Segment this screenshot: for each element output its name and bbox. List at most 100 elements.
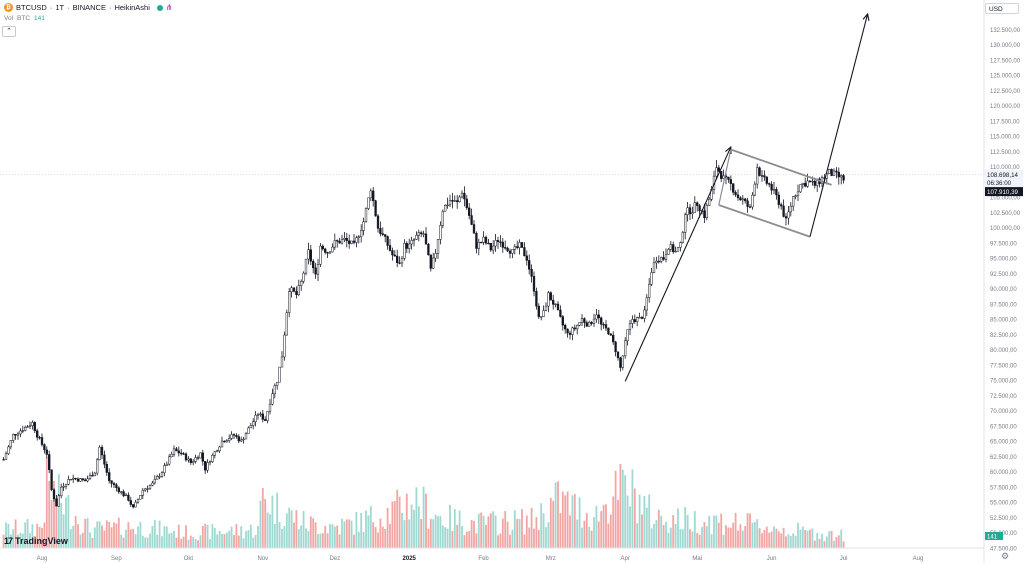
volume-bar — [525, 515, 528, 548]
volume-bar — [139, 521, 142, 548]
volume-bar — [127, 522, 130, 548]
symbol-name[interactable]: BTCUSD — [16, 3, 47, 12]
candle-body — [734, 192, 737, 196]
volume-bar — [156, 534, 159, 548]
candle-body — [103, 454, 106, 465]
volume-bar — [739, 524, 742, 548]
volume-bar — [120, 534, 123, 548]
volume-bar — [218, 530, 221, 548]
volume-bar — [384, 529, 387, 548]
volume-bar — [103, 530, 106, 548]
volume-bar — [600, 511, 603, 548]
volume-bar — [650, 528, 653, 548]
candle-body — [43, 444, 46, 451]
candle-body — [48, 454, 51, 471]
collapse-legend-button[interactable]: ⌃ — [2, 26, 16, 37]
candle-body — [446, 204, 449, 206]
volume-bar — [480, 512, 483, 548]
candle-body — [184, 453, 188, 461]
volume-bar — [185, 525, 187, 548]
candle-body — [50, 469, 53, 491]
volume-bar — [163, 526, 166, 548]
candle-body — [681, 232, 684, 243]
volume-bar — [345, 519, 348, 548]
volume-bar — [314, 522, 317, 548]
y-tick-label: 55.000,00 — [990, 501, 1017, 507]
candle-body — [686, 207, 689, 215]
candle-body — [765, 176, 768, 184]
volume-tag-label: 141 — [987, 535, 998, 541]
volume-bars — [2, 457, 845, 548]
y-tick-label: 62.500,00 — [990, 455, 1017, 461]
candle-body — [420, 232, 423, 235]
volume-bar — [420, 519, 423, 548]
volume-bar — [537, 529, 540, 548]
candle-body — [84, 479, 87, 482]
y-tick-label: 130.000,00 — [990, 43, 1021, 49]
candle-body — [703, 210, 706, 218]
candle-body — [312, 260, 315, 269]
candle-body — [62, 486, 65, 488]
x-tick-label: Jul — [840, 556, 848, 562]
candle-body — [496, 240, 500, 242]
volume-bar — [369, 505, 372, 548]
volume-bar — [297, 529, 300, 548]
candle-body — [57, 495, 60, 507]
volume-bar — [41, 528, 43, 548]
candle-body — [316, 264, 320, 275]
volume-bar — [233, 535, 235, 548]
volume-bar — [398, 496, 401, 548]
resolution-label[interactable]: 1T — [55, 3, 65, 12]
y-tick-label: 82.500,00 — [990, 333, 1017, 339]
candle-body — [744, 198, 747, 202]
candle-body — [453, 200, 456, 202]
candle-body — [249, 425, 252, 429]
candle-body — [201, 452, 204, 462]
candle-body — [811, 180, 814, 183]
candle-body — [554, 303, 557, 306]
volume-bar — [331, 524, 334, 548]
volume-legend[interactable]: Vol BTC 141 — [4, 15, 45, 22]
volume-bar — [415, 487, 418, 548]
volume-bar — [55, 504, 58, 548]
volume-bar — [357, 531, 360, 548]
candle-body — [362, 221, 365, 231]
candle-body — [633, 319, 636, 322]
candle-body — [472, 224, 476, 234]
volume-bar — [665, 521, 667, 548]
candle-body — [100, 446, 104, 456]
candle-body — [72, 477, 75, 480]
volume-bar — [691, 531, 694, 548]
price-tag-bg — [985, 170, 1023, 180]
volume-bar — [43, 522, 46, 548]
volume-bar — [785, 536, 787, 548]
candle-body — [24, 426, 27, 431]
candle-body — [676, 247, 680, 252]
tradingview-logo[interactable]: 17 TradingView — [4, 536, 68, 546]
candle-body — [830, 169, 833, 176]
candle-body — [530, 269, 533, 277]
candle-body — [590, 322, 593, 324]
settings-icon[interactable]: ⚙ — [1001, 551, 1010, 561]
volume-bar — [269, 514, 271, 548]
volume-bar — [588, 526, 591, 548]
candle-body — [345, 238, 348, 242]
price-tag-label: 107.910,39 — [987, 189, 1019, 196]
candle-body — [2, 459, 5, 461]
candle-body — [309, 249, 312, 262]
volume-bar — [348, 519, 351, 548]
share-icon[interactable]: ⋔ — [165, 3, 173, 12]
candle-body — [220, 440, 224, 448]
candle-body — [129, 500, 132, 505]
volume-bar — [149, 533, 151, 548]
trend-drawings[interactable] — [624, 12, 870, 382]
volume-bar — [14, 519, 17, 548]
candle-body — [295, 291, 298, 295]
volume-bar — [492, 511, 495, 548]
volume-bar — [653, 523, 655, 548]
currency-button[interactable]: USD — [985, 3, 1019, 14]
candle-body — [664, 254, 668, 260]
volume-bar — [619, 463, 622, 548]
symbol-legend[interactable]: ₿ BTCUSD · 1T · BINANCE · HeikinAshi ⋔ — [4, 3, 173, 12]
